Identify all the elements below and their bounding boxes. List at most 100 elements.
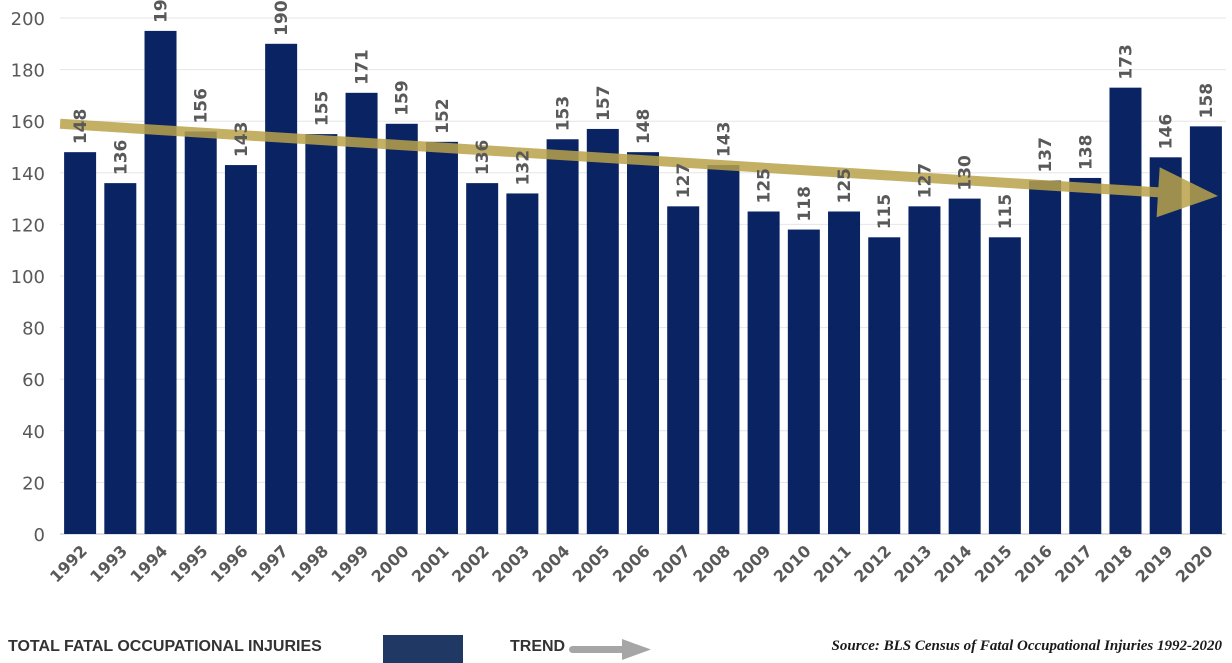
- x-tick-label: 1999: [327, 541, 372, 586]
- data-label: 115: [875, 194, 895, 230]
- data-label: 132: [513, 150, 533, 186]
- bar: [425, 141, 458, 534]
- x-tick-label: 2008: [689, 541, 734, 586]
- x-tick-label: 2015: [971, 541, 1016, 586]
- data-label: 136: [473, 140, 493, 176]
- bar: [506, 193, 539, 534]
- bar: [747, 211, 780, 534]
- x-tick-label: 2012: [850, 541, 895, 586]
- bar: [345, 92, 378, 534]
- data-label: 136: [111, 140, 131, 176]
- trend-arrow: [59, 118, 1218, 218]
- x-tick-label: 1997: [247, 541, 292, 586]
- bar: [948, 198, 981, 534]
- data-label: 137: [1036, 137, 1056, 173]
- x-tick-label: 1994: [126, 541, 171, 586]
- bar: [184, 131, 217, 534]
- y-tick-label: 180: [11, 61, 45, 82]
- x-tick-label: 1998: [287, 541, 332, 586]
- y-tick-label: 100: [11, 267, 45, 288]
- data-label: 138: [1076, 134, 1096, 170]
- data-label: 159: [393, 80, 413, 116]
- x-tick-label: 1995: [167, 541, 212, 586]
- x-tick-label: 2004: [528, 541, 573, 586]
- bar: [1029, 180, 1062, 535]
- y-tick-label: 80: [22, 319, 45, 340]
- data-label: 127: [674, 163, 694, 199]
- x-tick-label: 2014: [931, 541, 976, 586]
- bar: [1069, 177, 1102, 534]
- source-note: Source: BLS Census of Fatal Occupational…: [831, 638, 1222, 654]
- bar: [385, 123, 418, 534]
- bars: [64, 30, 1222, 535]
- x-tick-label: 2020: [1172, 541, 1217, 586]
- x-tick-label: 2016: [1011, 541, 1056, 586]
- data-label: 143: [232, 122, 252, 158]
- x-tick-label: 2018: [1091, 541, 1136, 586]
- x-tick-label: 1996: [207, 541, 252, 586]
- x-tick-label: 2010: [770, 541, 815, 586]
- bar: [988, 237, 1021, 535]
- legend-trend-arrow-icon: [569, 639, 651, 660]
- x-tick-label: 1992: [46, 541, 91, 586]
- y-tick-label: 200: [11, 9, 45, 30]
- bar: [627, 152, 659, 534]
- data-label: 173: [1116, 44, 1136, 80]
- bar: [667, 206, 700, 534]
- x-tick-label: 2019: [1132, 541, 1177, 586]
- bar: [466, 183, 499, 534]
- x-axis-tick-labels: 1992199319941995199619971998199920002001…: [46, 541, 1217, 586]
- bar: [586, 128, 619, 534]
- data-label: 125: [755, 168, 775, 204]
- x-tick-label: 2002: [448, 541, 493, 586]
- trend-arrow-shape: [59, 118, 1218, 218]
- bar: [104, 183, 137, 534]
- bar: [64, 152, 97, 534]
- y-tick-label: 0: [34, 525, 45, 546]
- bar: [1149, 157, 1182, 534]
- y-axis-tick-labels: 0 20 40 60 80 100 120 140 160 180 200: [11, 9, 45, 546]
- data-label: 143: [714, 122, 734, 158]
- x-tick-label: 2001: [408, 541, 453, 586]
- data-label: 152: [433, 98, 453, 134]
- data-label: 19: [152, 0, 172, 23]
- data-label: 153: [554, 96, 574, 132]
- y-tick-label: 60: [22, 370, 45, 391]
- data-label: 146: [1157, 114, 1177, 150]
- x-tick-label: 2013: [890, 541, 935, 586]
- data-label: 157: [594, 85, 614, 121]
- data-label: 125: [835, 168, 855, 204]
- data-label: 190: [272, 0, 292, 36]
- bar: [546, 139, 579, 534]
- bar: [828, 211, 861, 534]
- legend-series-swatch: [383, 635, 463, 663]
- legend-series-label: TOTAL FATAL OCCUPATIONAL INJURIES: [8, 638, 322, 655]
- data-labels: 148 136 19 156 143 190 155 171 159 152 136 132 153 15…: [71, 0, 1217, 229]
- y-tick-label: 40: [22, 422, 45, 443]
- bar: [1109, 87, 1142, 534]
- x-tick-label: 2011: [810, 541, 855, 586]
- x-tick-label: 2005: [569, 541, 614, 586]
- bar: [868, 237, 901, 535]
- x-tick-label: 2017: [1051, 541, 1096, 586]
- data-label: 127: [915, 163, 935, 199]
- bar: [144, 30, 177, 535]
- bar: [908, 206, 941, 534]
- data-label: 148: [634, 109, 654, 145]
- data-label: 158: [1197, 83, 1217, 119]
- x-tick-label: 2000: [368, 541, 413, 586]
- data-label: 156: [192, 88, 212, 124]
- x-tick-label: 2006: [609, 541, 654, 586]
- bar: [265, 43, 298, 535]
- data-label: 115: [996, 194, 1016, 230]
- y-tick-label: 160: [11, 112, 45, 133]
- data-label: 118: [795, 186, 815, 222]
- x-tick-label: 2003: [488, 541, 533, 586]
- bar: [787, 229, 820, 534]
- bar: [224, 165, 257, 534]
- x-tick-label: 2009: [730, 541, 775, 586]
- data-label: 155: [312, 91, 332, 127]
- data-label: 130: [956, 155, 976, 191]
- y-tick-label: 120: [11, 215, 45, 236]
